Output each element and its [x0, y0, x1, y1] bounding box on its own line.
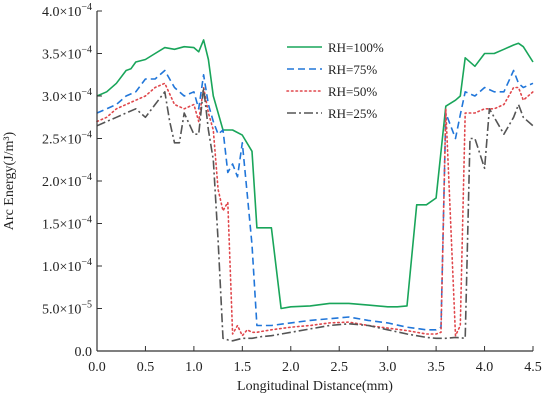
y-tick-label: 0.0: [75, 345, 93, 360]
series-line-1: [96, 39, 534, 310]
x-axis-title: Longitudinal Distance(mm): [237, 379, 393, 394]
x-tick-label: 2.0: [282, 360, 300, 375]
legend-label-1: RH=100%: [328, 40, 384, 55]
legend: RH=100% RH=75% RH=50% RH=25%: [286, 40, 384, 121]
legend-label-4: RH=25%: [328, 106, 377, 121]
y-tick-label: 1.5×10−4: [42, 215, 92, 233]
y-tick-label: 3.5×10−4: [42, 45, 92, 63]
series-line-4: [96, 86, 534, 342]
series-line-3: [96, 82, 534, 337]
series-line-2: [96, 69, 534, 331]
y-tick-label: 2.5×10−4: [42, 130, 92, 148]
y-tick-label: 5.0×10−5: [42, 300, 92, 318]
y-tick-label: 4.0×10−4: [42, 2, 92, 20]
x-tick-label: 4.0: [476, 360, 494, 375]
plot-lines: [96, 39, 534, 342]
axes: [96, 10, 534, 352]
x-tick-label: 2.5: [330, 360, 348, 375]
y-axis-title: Arc Energy(J/m³): [2, 131, 17, 230]
x-tick-label: 0.5: [137, 360, 155, 375]
legend-label-3: RH=50%: [328, 84, 377, 99]
x-tick-label: 0.0: [88, 360, 106, 375]
y-tick-label: 2.0×10−4: [42, 172, 92, 190]
y-tick-label: 3.0×10−4: [42, 87, 92, 105]
x-tick-label: 3.5: [427, 360, 445, 375]
legend-label-2: RH=75%: [328, 62, 377, 77]
x-tick-label: 1.0: [185, 360, 203, 375]
x-tick-label: 4.5: [524, 360, 542, 375]
y-tick-label: 1.0×10−4: [42, 257, 92, 275]
x-tick-label: 3.0: [379, 360, 397, 375]
x-tick-label: 1.5: [234, 360, 252, 375]
tick-labels: 0.0 0.5 1.0 1.5 2.0 2.5 3.0 3.5 4.0 4.5 0.0 5.0×10−…: [42, 2, 542, 375]
